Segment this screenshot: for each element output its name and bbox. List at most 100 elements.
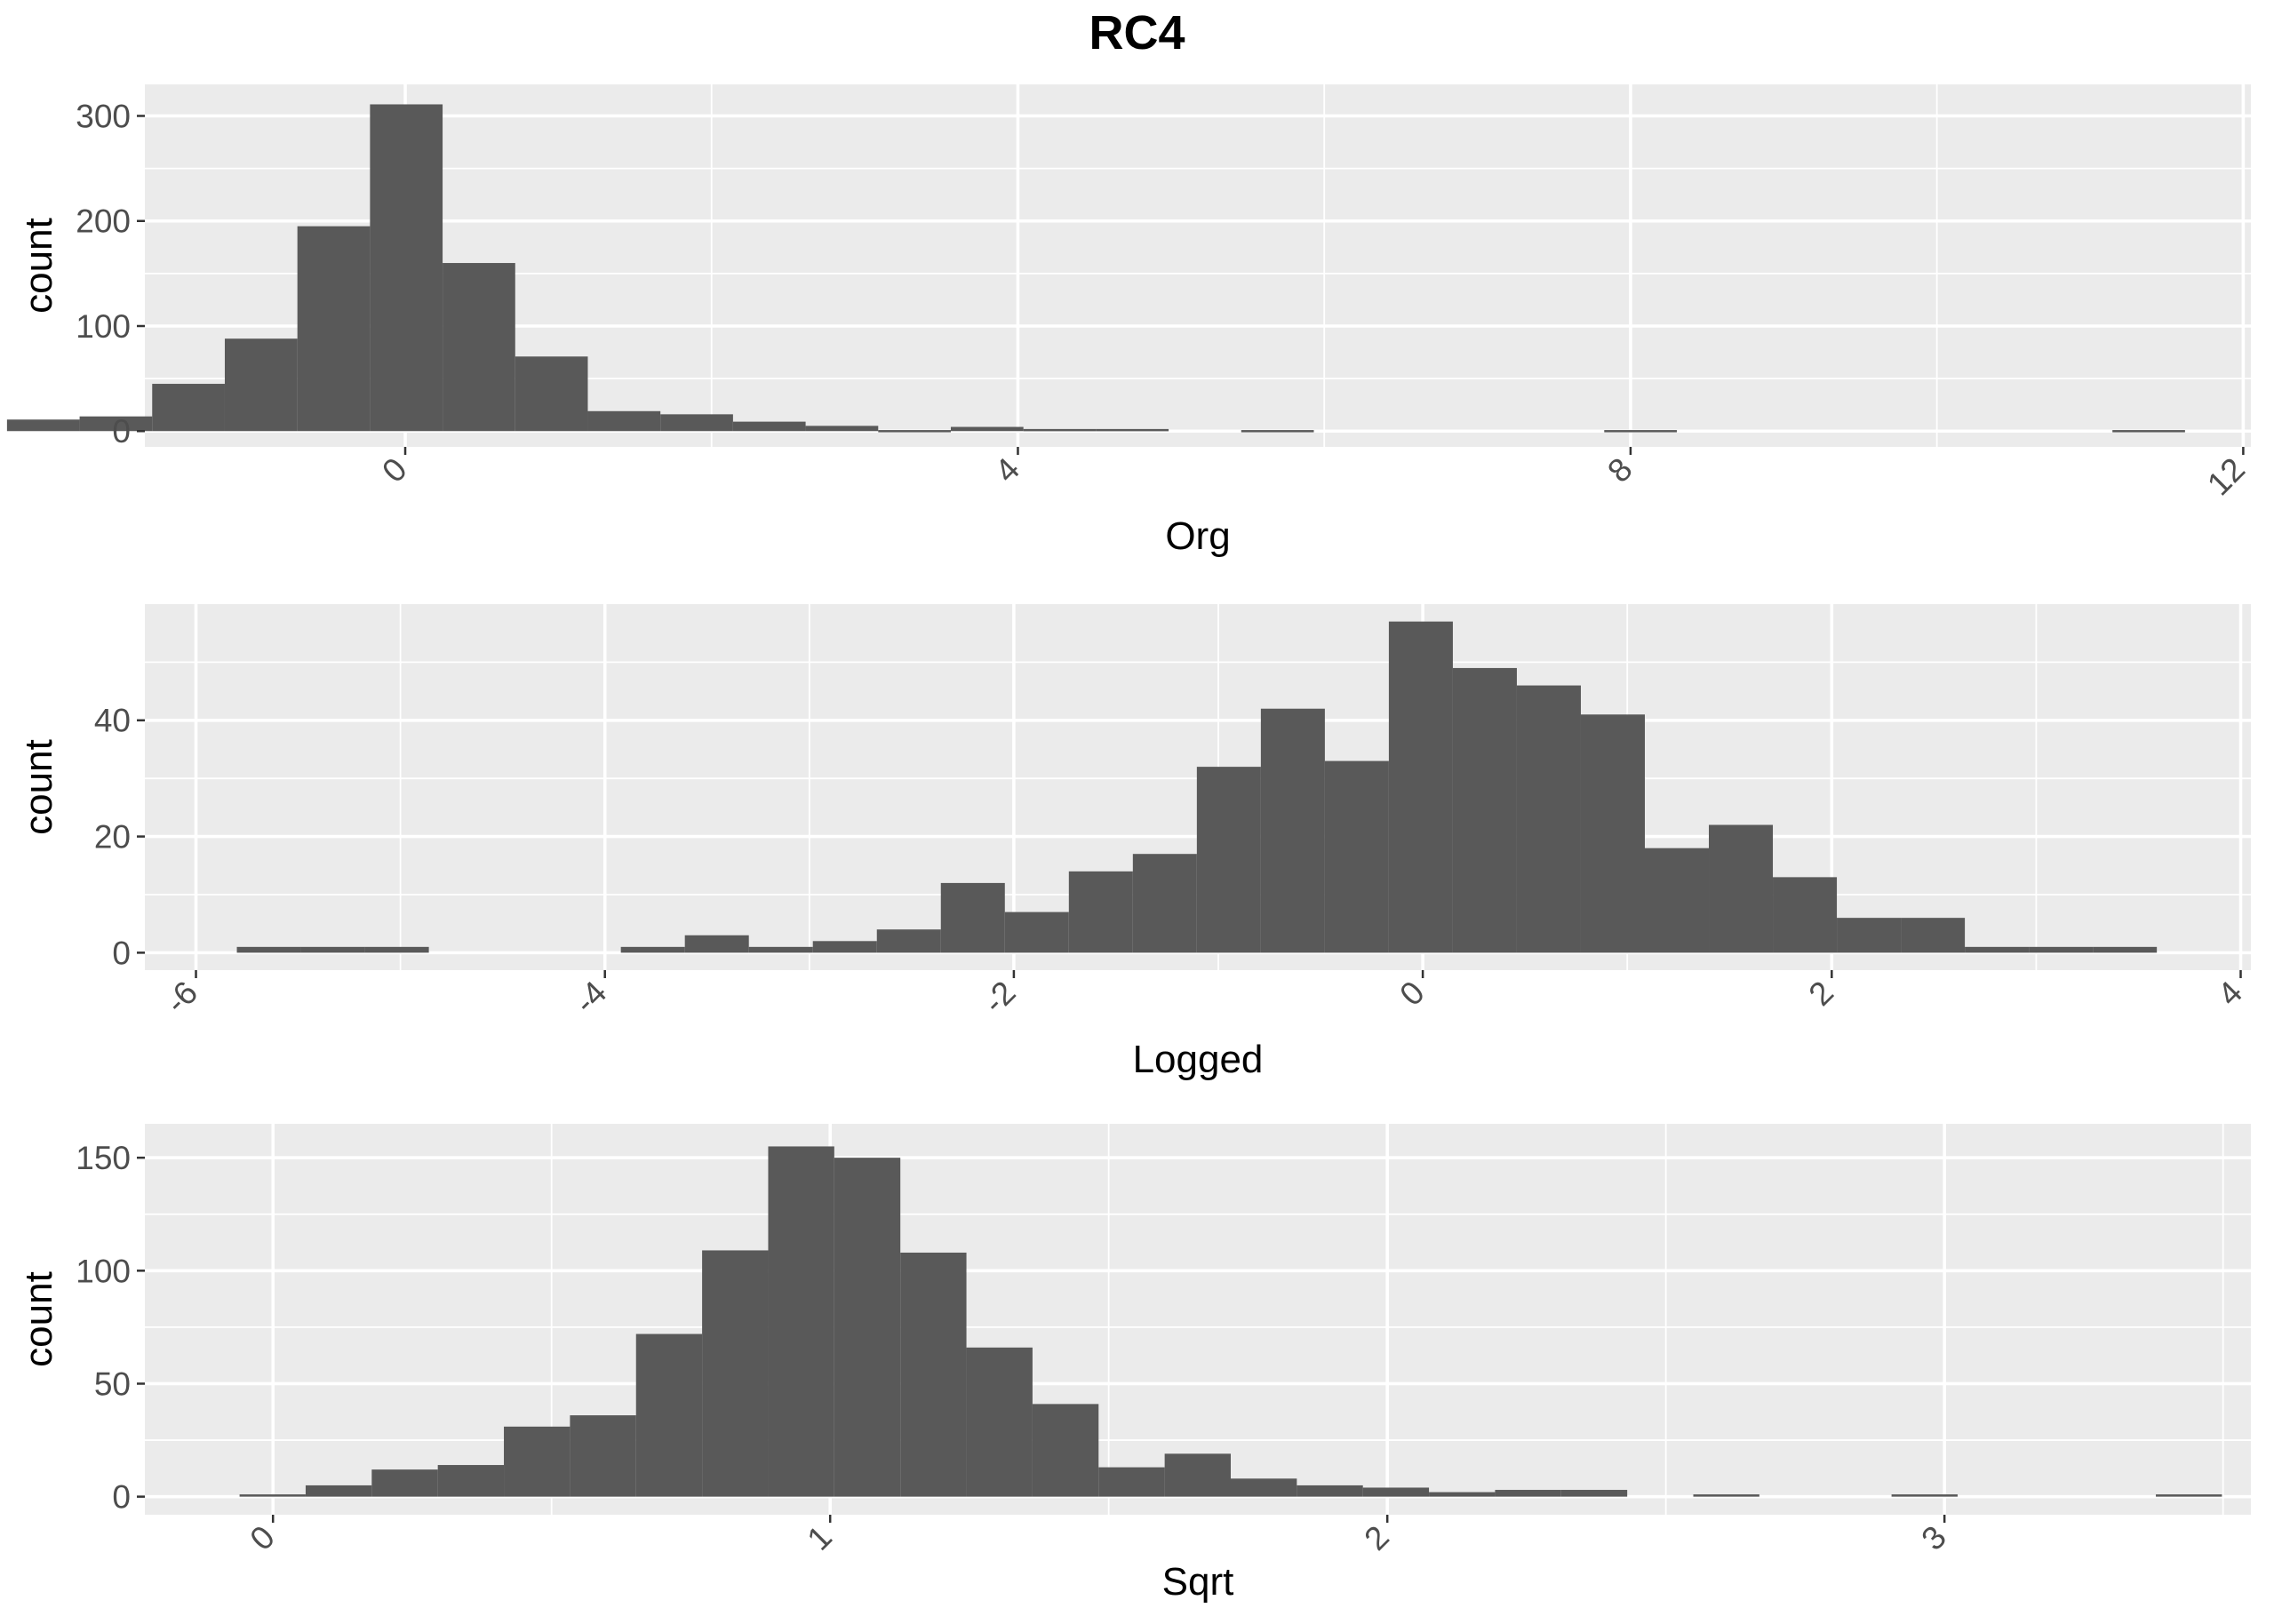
histogram-bar: [732, 421, 806, 432]
histogram-bar: [1230, 1478, 1297, 1497]
histogram-bar: [1196, 767, 1261, 953]
x-tick-label: 0: [243, 1518, 282, 1557]
histogram-bar: [1580, 714, 1645, 953]
histogram-bar: [152, 384, 225, 432]
y-tick-label: 0: [112, 1479, 131, 1516]
y-tick-label: 300: [76, 98, 131, 134]
panel-1: 0 100 200 300 0 4 8 12 Org count: [6, 84, 2252, 558]
histogram-bar: [443, 263, 515, 432]
x-axis-label: Sqrt: [1162, 1560, 1234, 1604]
histogram-bar: [570, 1415, 636, 1497]
histogram-bar: [1032, 1404, 1099, 1497]
histogram-bar: [239, 1494, 306, 1497]
histogram-bar: [515, 356, 588, 432]
y-tick-label: 100: [76, 1253, 131, 1289]
histogram-bar: [620, 946, 685, 953]
histogram-bar: [966, 1347, 1033, 1497]
histogram-bar: [805, 426, 879, 432]
histogram-bar: [768, 1146, 834, 1497]
x-tick-label: 1: [800, 1518, 839, 1557]
histogram-bar: [635, 1333, 703, 1497]
y-tick-label: 50: [94, 1365, 131, 1402]
y-tick-label: 0: [112, 935, 131, 971]
histogram-bar: [305, 1485, 372, 1497]
histogram-bar: [1773, 877, 1838, 953]
histogram-bar: [224, 338, 298, 432]
histogram-bar: [1297, 1485, 1363, 1497]
x-tick-label: 4: [2211, 974, 2250, 1013]
histogram-bar: [297, 226, 371, 432]
y-axis-label: count: [17, 1271, 60, 1367]
histogram-bar: [1260, 708, 1325, 953]
histogram-bar: [1388, 621, 1453, 953]
histogram-bar: [1644, 848, 1710, 953]
histogram-bar: [1560, 1490, 1628, 1497]
x-tick-label: -6: [158, 974, 204, 1020]
histogram-bar: [1837, 918, 1902, 953]
histogram-bar: [2029, 946, 2094, 953]
x-tick-label: 3: [1914, 1518, 1953, 1557]
histogram-bar: [2093, 946, 2158, 953]
histogram-bar: [1452, 667, 1517, 953]
x-tick-label: 0: [1392, 974, 1432, 1013]
histogram-bar: [1324, 760, 1389, 953]
x-tick-label: -2: [976, 974, 1022, 1020]
histogram-bar: [6, 419, 80, 432]
histogram-bar: [504, 1426, 570, 1497]
histogram-bar: [1098, 1467, 1165, 1497]
histogram-bar: [1709, 824, 1774, 953]
histogram-bar: [1362, 1487, 1430, 1497]
histogram-bar: [364, 946, 429, 953]
histogram-bar: [79, 416, 153, 432]
y-tick-label: 20: [94, 819, 131, 856]
x-tick-label: 8: [1600, 450, 1640, 490]
histogram-bar: [236, 946, 301, 953]
x-tick-label: 4: [988, 450, 1027, 490]
y-axis-label: count: [17, 739, 60, 835]
x-tick-label: -4: [567, 974, 613, 1020]
x-tick-label: 2: [1357, 1518, 1396, 1557]
histogram-bar: [1901, 918, 1966, 953]
histogram-bar: [371, 1469, 438, 1497]
x-tick-label: 12: [2200, 450, 2252, 502]
y-tick-label: 150: [76, 1140, 131, 1176]
histogram-bar: [1429, 1492, 1496, 1497]
y-tick-label: 0: [112, 413, 131, 450]
histogram-bar: [1096, 428, 1169, 432]
histogram-bar: [950, 426, 1024, 432]
histogram-bar: [702, 1250, 769, 1497]
y-tick-label: 40: [94, 703, 131, 739]
histogram-bar: [1068, 871, 1133, 953]
histogram-bar: [2156, 1494, 2222, 1497]
histogram-bar: [437, 1465, 505, 1497]
x-axis-label: Logged: [1133, 1038, 1264, 1081]
histogram-bar: [940, 882, 1005, 953]
histogram-bar: [1132, 854, 1197, 953]
panel-2: 0 20 40 -6 -4 -2 0 2 4 Logged count: [17, 604, 2251, 1081]
histogram-bar: [1965, 946, 2030, 953]
histogram-bar: [1004, 912, 1069, 953]
x-axis-label: Org: [1165, 514, 1230, 558]
x-tick-label: 0: [375, 450, 414, 490]
x-tick-label: 2: [1802, 974, 1841, 1013]
histogram-bar: [812, 941, 877, 953]
histogram-bar: [1023, 428, 1097, 432]
histogram-bar: [660, 414, 733, 432]
histogram-bar: [684, 935, 749, 953]
histogram-bar: [300, 946, 365, 953]
histogram-bar: [748, 946, 813, 953]
histogram-bar: [834, 1158, 901, 1497]
histogram-bar: [876, 929, 941, 953]
y-axis-label: count: [17, 218, 60, 314]
histogram-bar: [2112, 430, 2185, 433]
histogram-bar: [1495, 1490, 1561, 1497]
histogram-bar: [1164, 1453, 1231, 1497]
y-tick-label: 100: [76, 308, 131, 345]
histogram-bar: [1516, 685, 1581, 953]
histogram-bar: [900, 1252, 967, 1497]
histogram-bar: [1891, 1494, 1958, 1497]
y-tick-label: 200: [76, 203, 131, 240]
histogram-bar: [587, 410, 661, 432]
